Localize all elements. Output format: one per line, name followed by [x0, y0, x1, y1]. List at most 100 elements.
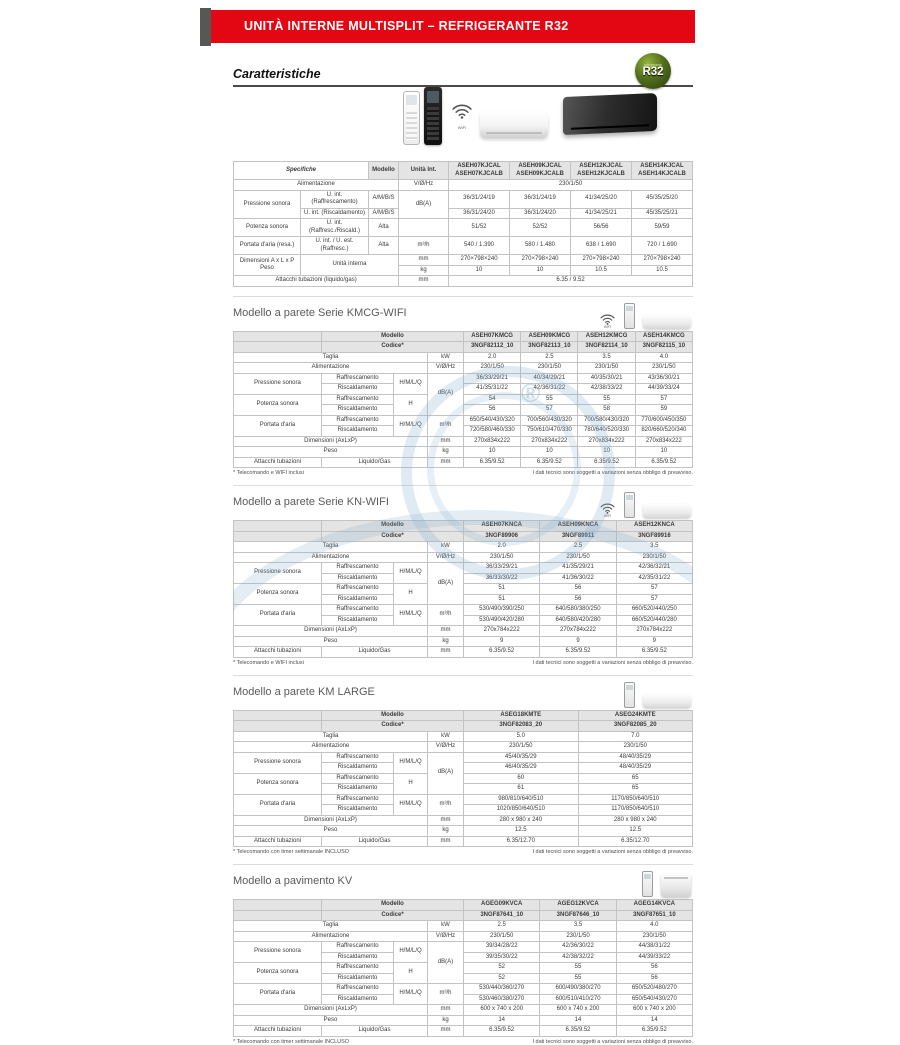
wall-unit-black-image: [563, 92, 657, 136]
value-cell: 270x834x222: [577, 435, 636, 447]
codice-header: Codice*: [320, 341, 465, 353]
table-cell: dB(A): [426, 941, 465, 984]
value-cell: 530/490/390/250: [463, 604, 541, 616]
model-name: ASEH12KJCAL ASEH12KJCALB: [569, 161, 632, 180]
value-cell: 230/1/50: [615, 930, 694, 942]
value-cell: 750/610/470/330: [520, 425, 579, 437]
value-cell: 280 x 980 x 240: [577, 814, 693, 826]
model-code: 3NGF82112_10: [463, 341, 522, 353]
value-cell: 58: [577, 404, 636, 416]
value-cell: 44/38/31/22: [615, 941, 694, 953]
table-cell: Raffrescamento: [321, 393, 394, 405]
value-cell: 6.35/9.52: [463, 1025, 541, 1037]
table-cell: Peso: [233, 635, 428, 647]
table-cell: H: [393, 772, 428, 795]
value-cell: 770/600/450/350: [634, 414, 694, 426]
value-cell: 4.0: [634, 351, 694, 363]
table-cell: Alimentazione: [232, 179, 400, 191]
value-cell: 270x834x222: [634, 435, 694, 447]
value-cell: 55: [577, 393, 636, 405]
value-cell: 230/1/50: [577, 741, 693, 753]
table-cell: Dimensioni (AxLxP): [233, 814, 428, 826]
table-cell: [233, 520, 322, 532]
table-cell: Raffrescamento: [321, 414, 394, 426]
model-code: 3NGF89911: [539, 530, 617, 542]
value-cell: 6.35/9.52: [615, 646, 694, 658]
table-cell: Alimentazione: [233, 551, 428, 563]
value-cell: 700/580/430/320: [577, 414, 636, 426]
floor-unit-image: [661, 874, 691, 897]
table-cell: m³/h: [426, 414, 465, 437]
value-cell: 10.5: [630, 264, 694, 276]
value-cell: 2.5: [539, 541, 617, 553]
table-cell: kW: [426, 730, 465, 742]
value-cell: 45/35/25/20: [630, 189, 694, 209]
modello-header: Modello: [320, 330, 465, 342]
section-table-body: Modello AGEG09KVCA AGEG12KVCA AGEG14KVCA Cod…: [233, 899, 694, 1037]
value-cell: 42/36/30/22: [539, 941, 617, 953]
value-cell: 270x834x222: [520, 435, 579, 447]
value-cell: 230/1/50: [539, 551, 617, 563]
table-cell: H/M/L/Q: [393, 941, 428, 963]
table-cell: dB(A): [426, 562, 465, 605]
value-cell: 230/1/50: [463, 930, 541, 942]
wifi-label: WIFI: [457, 125, 467, 130]
table-cell: Raffrescamento: [321, 562, 394, 574]
value-cell: 230/1/50: [463, 362, 522, 374]
value-cell: 14: [463, 1014, 541, 1026]
value-cell: 45/35/25/21: [630, 207, 694, 219]
value-cell: 56: [463, 404, 522, 416]
value-cell: 600/510/410/270: [539, 993, 617, 1005]
page-title: Caratteristiche: [233, 67, 321, 81]
value-cell: 600 x 740 x 200: [463, 1004, 541, 1016]
value-cell: 6.35/9.52: [577, 456, 636, 468]
table-cell: Raffrescamento: [321, 962, 394, 974]
value-cell: 280 x 980 x 240: [463, 814, 579, 826]
value-cell: 12.5: [463, 825, 579, 837]
value-cell: 51: [463, 583, 541, 595]
table-cell: Peso: [233, 446, 428, 458]
table-cell: Taglia: [233, 351, 428, 363]
section-table: Modello ASEG18KMTE ASEG24KMTE Codice* 3NGF82…: [233, 709, 693, 848]
wifi-arcs-icon: [600, 314, 615, 325]
table-cell: Raffrescamento: [321, 372, 394, 384]
codice-header: Codice*: [320, 530, 465, 542]
model-code: 3NGF82114_10: [577, 341, 636, 353]
table-cell: Peso: [233, 825, 428, 837]
table-cell: Dimensioni (AxLxP): [233, 625, 428, 637]
modello-header: Modello: [368, 161, 400, 180]
model-code: 3NGF87641_10: [463, 909, 541, 921]
value-cell: 650/540/430/270: [615, 993, 694, 1005]
value-cell: 5.0: [463, 730, 579, 742]
model-name: AGEG12KVCA: [539, 899, 617, 911]
table-cell: H/M/L/Q: [393, 562, 428, 584]
value-cell: 660/520/440/250: [615, 604, 694, 616]
table-cell: A/M/B/S: [368, 207, 400, 219]
value-cell: 42/36/32/21: [615, 562, 694, 574]
table-cell: Dimensioni (AxLxP): [233, 435, 428, 447]
value-cell: 65: [577, 772, 693, 784]
value-cell: 2.0: [463, 541, 541, 553]
spec-section: Modello a parete KM LARGE WIFI Mod: [233, 674, 693, 855]
table-cell: Portata d'aria: [233, 414, 322, 437]
table-cell: kW: [426, 541, 465, 553]
table-cell: Riscaldamento: [321, 425, 394, 437]
section-footer: * Telecomando con timer settimanale INCL…: [233, 1039, 693, 1045]
badge-small-text: refrigerante: [644, 62, 662, 67]
table-cell: Riscaldamento: [321, 951, 394, 963]
table-cell: Raffrescamento: [321, 941, 394, 953]
table-cell: U. int. (Raffresc./Riscald.): [299, 218, 370, 237]
table-cell: mm: [426, 1004, 465, 1016]
value-cell: 36/33/29/21: [463, 372, 522, 384]
model-name: ASEH07KMCG: [463, 330, 522, 342]
value-cell: 10: [577, 446, 636, 458]
table-cell: Riscaldamento: [321, 593, 394, 605]
value-cell: 6.35/9.52: [520, 456, 579, 468]
disclaimer: I dati tecnici sono soggetti a variazion…: [532, 1038, 693, 1045]
value-cell: 36/33/30/22: [463, 572, 541, 584]
section-icons: WIFI: [624, 681, 691, 708]
table-cell: Potenza sonora: [233, 393, 322, 416]
value-cell: 530/440/360/270: [463, 983, 541, 995]
modello-header: Modello: [320, 899, 465, 911]
table-cell: H/M/L/Q: [393, 372, 428, 395]
